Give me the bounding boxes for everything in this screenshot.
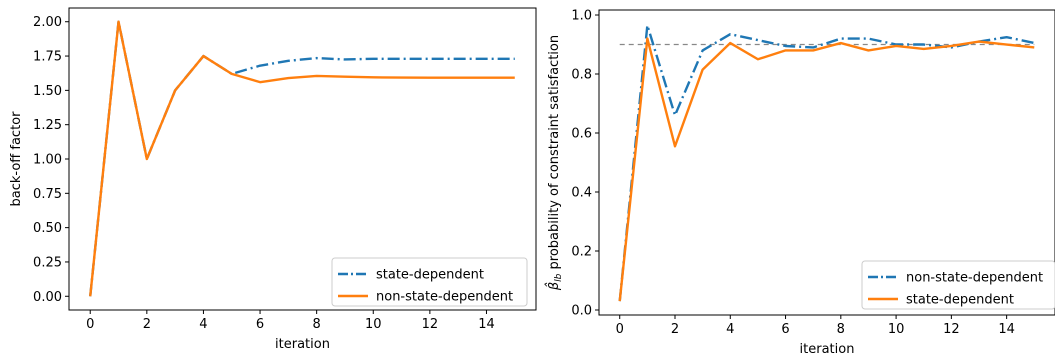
y-tick-label: 0.2 [571,244,592,259]
x-tick-label: 2 [671,322,679,337]
y-tick-label: 0.4 [571,185,592,200]
y-tick-label: 1.25 [33,118,62,133]
series-line-state-dependent [89,20,515,297]
chart-1: 0 2 4 6 8 10 12 14 0.00 0.25 0.50 0.75 1.00 1.25 1.50 1… [9,7,537,352]
y-tick-label: 0.6 [571,127,592,142]
x-tick-label: 0 [86,317,94,332]
legend-label: state-dependent [906,293,1014,308]
x-tick-label: 0 [616,322,624,337]
x-tick-label: 6 [781,322,789,337]
series-line-non-state-dependent [618,24,1035,302]
legend: state-dependent non-state-dependent [331,257,528,307]
legend: non-state-dependent state-dependent [861,260,1055,310]
y-tick-label: 0.8 [571,68,592,83]
x-tick-label: 6 [256,317,264,332]
y-axis-label-text: probability of constraint satisfaction [547,35,562,274]
axes-frame [598,9,1055,316]
x-tick-label: 10 [365,317,382,332]
x-tick-label: 4 [726,322,734,337]
legend-box [861,260,1055,310]
y-tick-label: 0.50 [33,221,62,236]
y-axis-label-subscript: lb [554,273,564,282]
x-tick-label: 14 [478,317,495,332]
x-tick-label: 10 [888,322,905,337]
x-tick-label: 12 [422,317,439,332]
y-tick-label: 0.25 [33,255,62,270]
y-tick-label: 1.00 [33,153,62,168]
y-tick-label: 1.75 [33,50,62,65]
x-tick-label: 8 [313,317,321,332]
y-axis-label: β̂lb probability of constraint satisfact… [545,35,564,291]
x-tick-label: 4 [199,317,207,332]
y-tick-label: 0.75 [33,187,62,202]
y-tick-label: 0.0 [571,303,592,318]
y-axis-label-symbol: β̂ [545,282,562,291]
y-tick-label: 1.50 [33,84,62,99]
legend-label: non-state-dependent [376,290,513,305]
y-axis-label: back-off factor [9,111,24,207]
x-axis-label: iteration [275,337,330,352]
y-tick-label: 2.00 [33,15,62,30]
series-line-state-dependent [618,37,1035,302]
legend-label: state-dependent [376,268,484,283]
x-axis-label: iteration [800,342,855,357]
x-tick-label: 2 [143,317,151,332]
x-tick-label: 12 [943,322,960,337]
x-tick-label: 8 [837,322,845,337]
legend-label: non-state-dependent [906,271,1043,286]
legend-box [331,257,528,307]
chart-2: 0 2 4 6 8 10 12 14 0.0 0.2 0.4 0.6 0.8 1.0 iteration β̂… [545,9,1055,357]
series-line-non-state-dependent [89,20,515,297]
y-tick-label: 1.0 [571,9,592,24]
y-tick-label: 0.00 [33,290,62,305]
x-tick-label: 14 [998,322,1015,337]
